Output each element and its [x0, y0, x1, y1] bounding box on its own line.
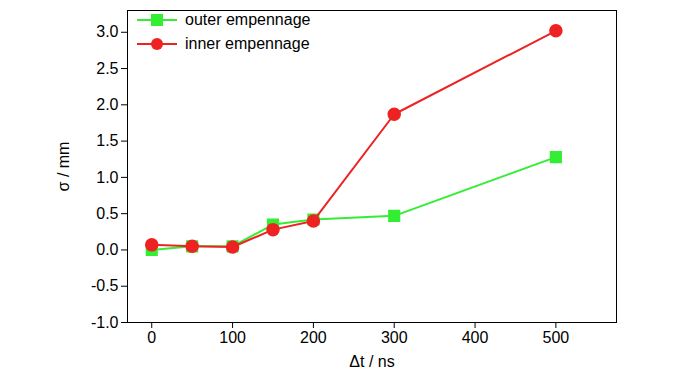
svg-text:3.0: 3.0 — [96, 23, 118, 40]
svg-text:300: 300 — [381, 329, 408, 346]
svg-text:200: 200 — [300, 329, 327, 346]
svg-text:0.5: 0.5 — [96, 205, 118, 222]
html-text:outer empennage: outer empennage — [185, 11, 311, 28]
svg-text:2.5: 2.5 — [96, 60, 118, 77]
svg-text:0.0: 0.0 — [96, 241, 118, 258]
html-text:inner empennage: inner empennage — [185, 35, 310, 52]
svg-text:500: 500 — [543, 329, 570, 346]
svg-text:Δt / ns: Δt / ns — [349, 353, 394, 370]
svg-text:σ / mm: σ / mm — [55, 142, 72, 192]
svg-text:100: 100 — [219, 329, 246, 346]
svg-text:400: 400 — [462, 329, 489, 346]
svg-text:1.5: 1.5 — [96, 132, 118, 149]
svg-text:-1.0: -1.0 — [91, 314, 119, 331]
svg-text:1.0: 1.0 — [96, 169, 118, 186]
svg-text:-0.5: -0.5 — [91, 277, 119, 294]
svg-text:2.0: 2.0 — [96, 96, 118, 113]
svg-text:0: 0 — [147, 329, 156, 346]
